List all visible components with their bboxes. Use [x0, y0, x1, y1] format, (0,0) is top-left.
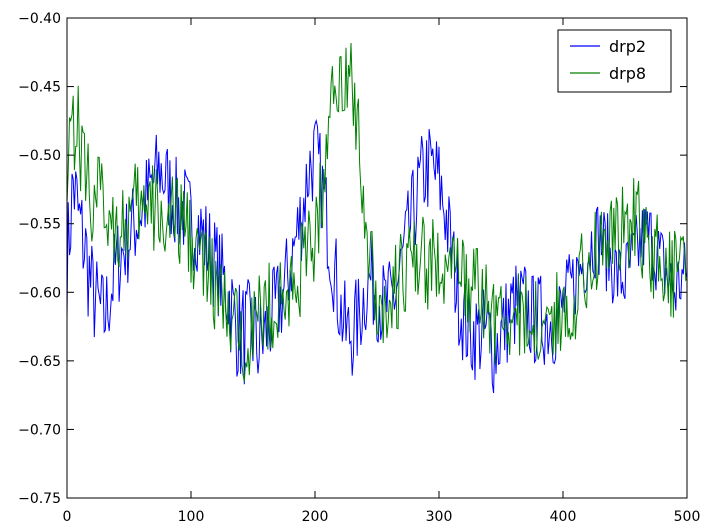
x-tick-label: 200	[302, 509, 329, 525]
y-tick-label: −0.65	[18, 354, 61, 370]
series-line-drp8	[66, 42, 688, 382]
y-tick-label: −0.70	[18, 422, 61, 438]
y-tick-label: −0.40	[18, 11, 61, 27]
tick-layer: 0 100 200 300 400 500 −0.75 −0.70 −0.65 −0.60 −0.5…	[18, 11, 700, 525]
series-layer	[66, 42, 688, 394]
legend-label-drp2: drp2	[609, 37, 646, 56]
legend-box	[557, 29, 672, 93]
legend-label-drp8: drp8	[609, 64, 646, 83]
x-tick-label: 0	[63, 509, 72, 525]
x-tick-label: 300	[426, 509, 453, 525]
y-tick-label: −0.45	[18, 80, 61, 96]
x-tick-label: 100	[178, 509, 205, 525]
y-tick-label: −0.50	[18, 148, 61, 164]
y-tick-label: −0.75	[18, 491, 61, 507]
x-tick-label: 400	[550, 509, 577, 525]
y-tick-label: −0.55	[18, 217, 61, 233]
x-tick-label: 500	[674, 509, 701, 525]
plot-frame	[66, 17, 688, 499]
y-tick-label: −0.60	[18, 285, 61, 301]
legend: drp2 drp8	[557, 29, 672, 93]
